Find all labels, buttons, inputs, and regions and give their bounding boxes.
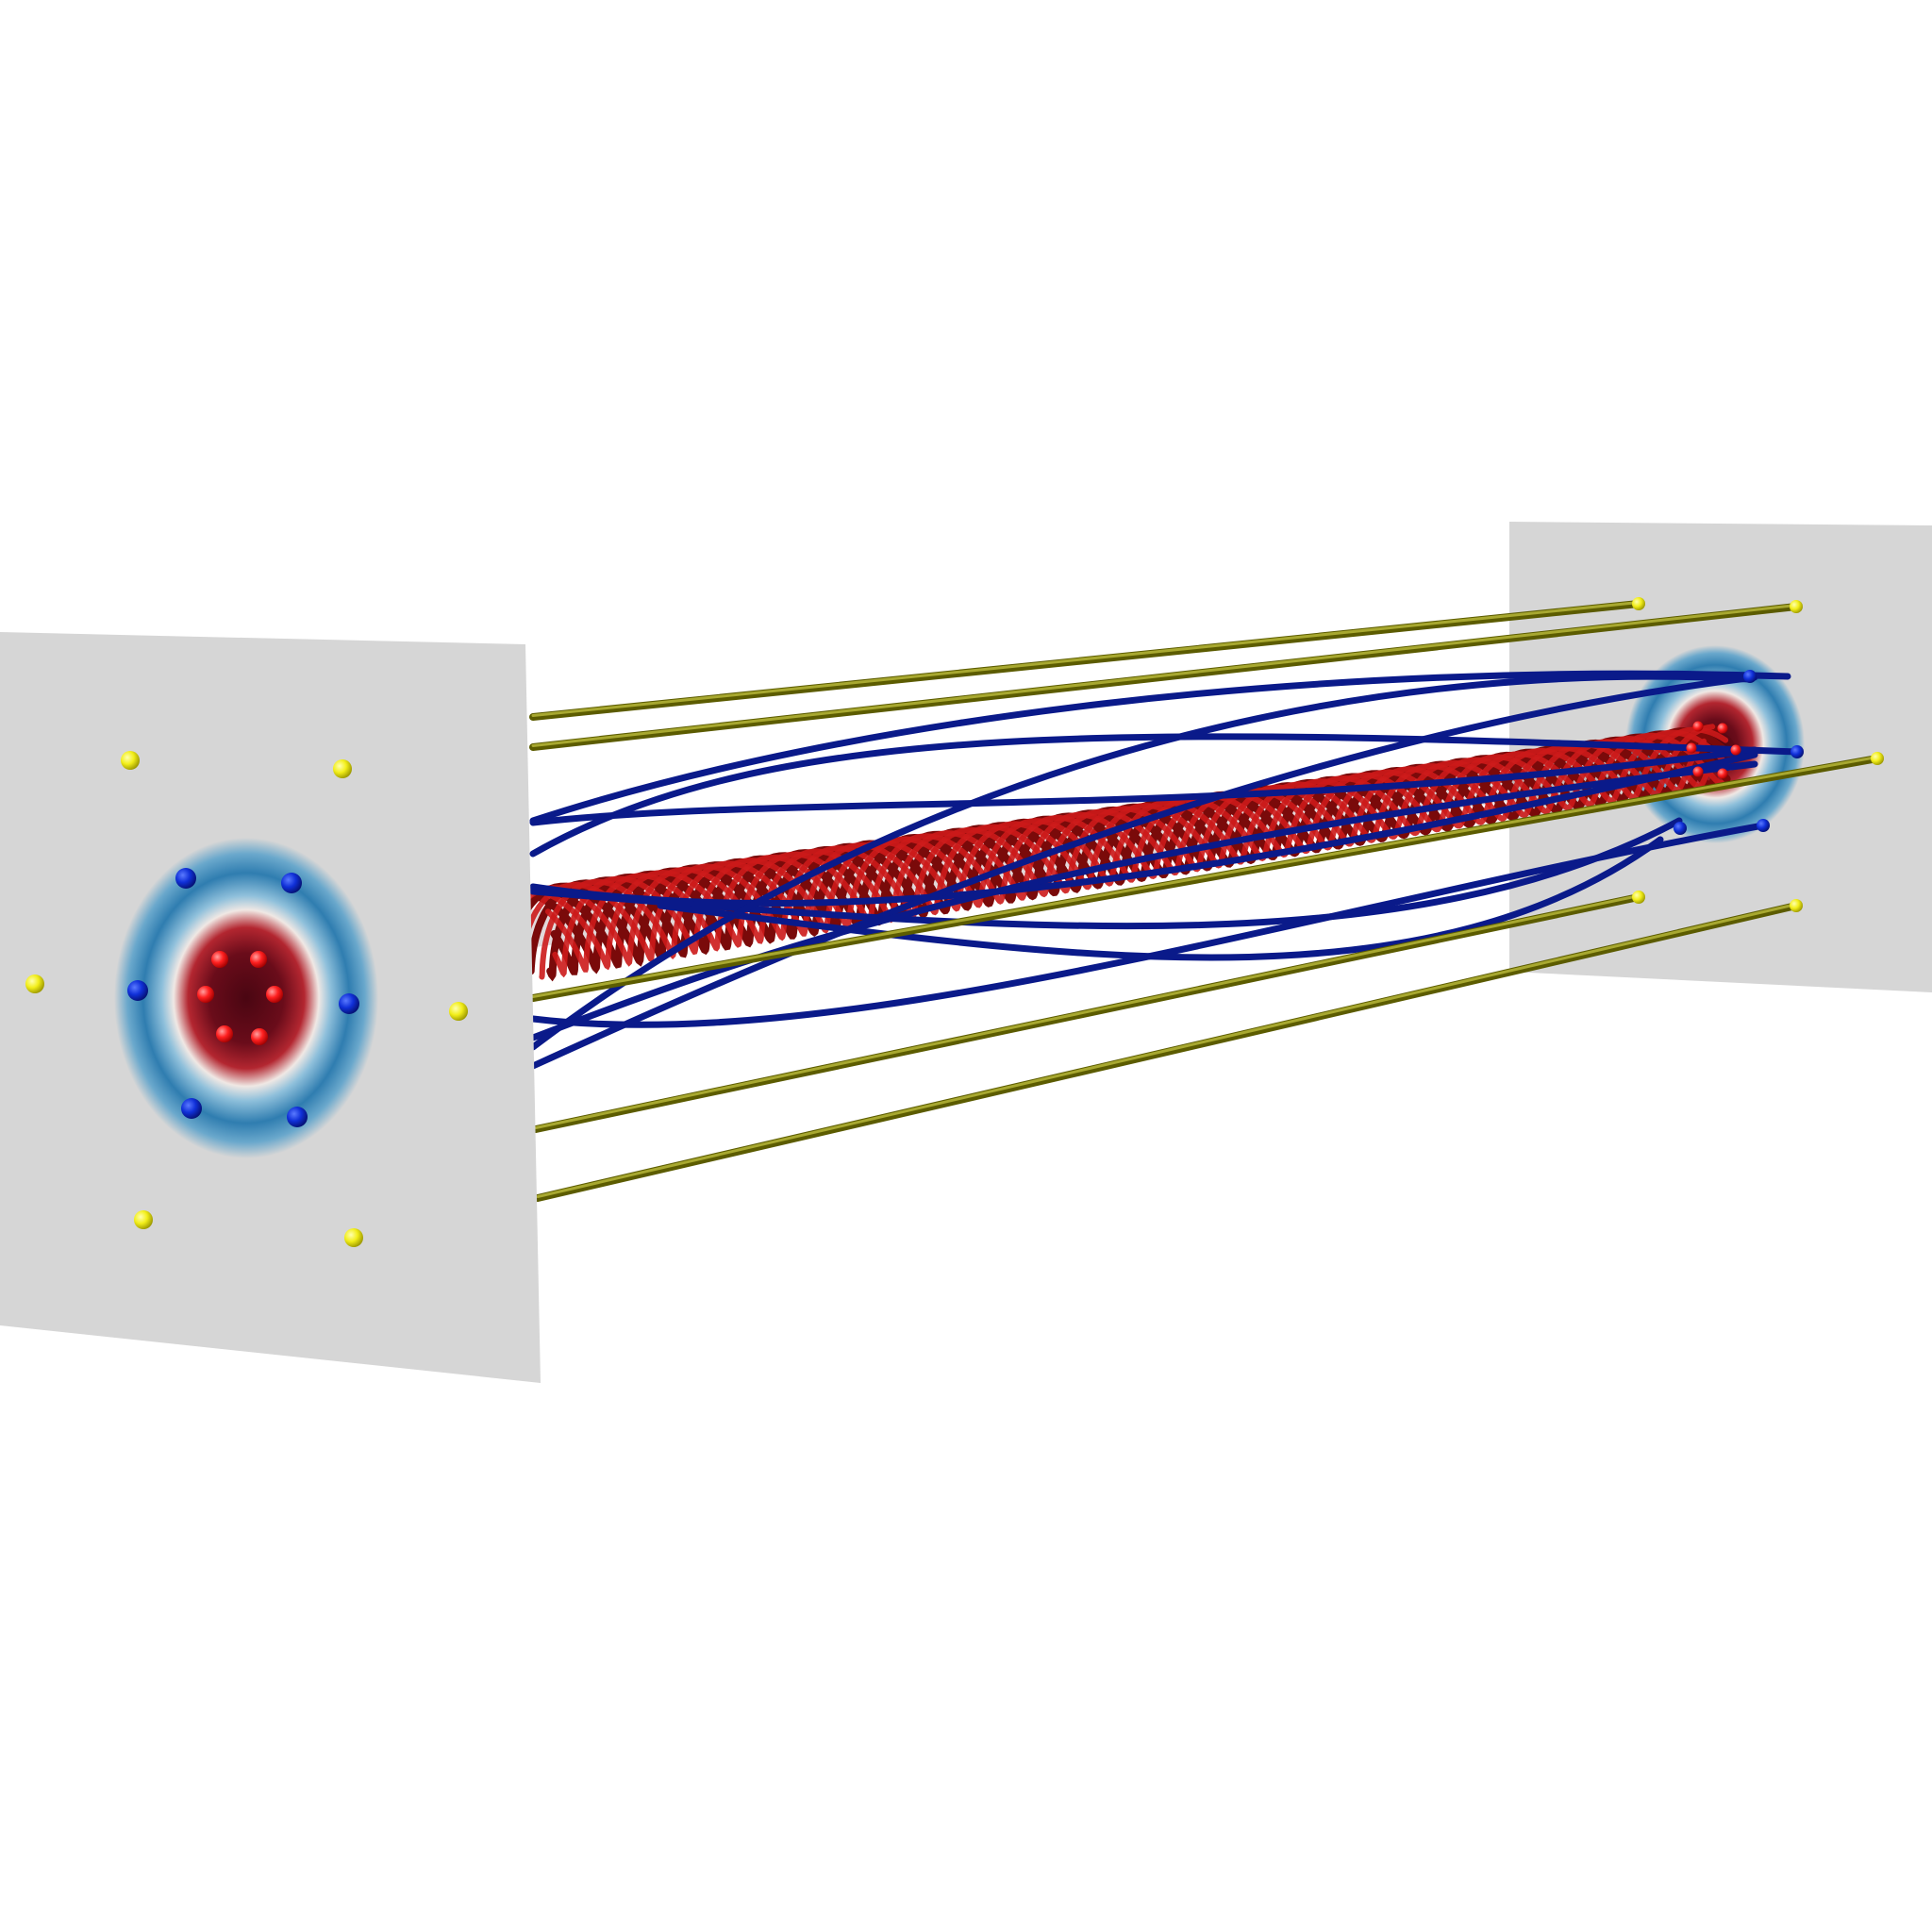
yellow-dot [25, 974, 44, 993]
olive-line-highlight [536, 903, 1798, 1198]
yellow-dot [449, 1002, 468, 1021]
yellow-dot [1871, 752, 1884, 765]
left-plane-markers [25, 751, 468, 1247]
olive-line-highlight [531, 601, 1641, 717]
red-dot [1692, 766, 1704, 777]
olive-line-highlight [534, 894, 1641, 1129]
blue-line [529, 670, 1791, 824]
blue-line [529, 746, 1758, 826]
olive-straight-lines [529, 600, 1881, 1202]
red-dot [216, 1025, 233, 1042]
red-dot [1717, 768, 1728, 779]
helix-strand [525, 724, 1716, 971]
yellow-dot [1632, 597, 1645, 610]
red-dot [197, 986, 214, 1003]
blue-line [657, 836, 1664, 961]
red-dot [211, 951, 228, 968]
blue-dot [339, 993, 359, 1014]
yellow-dot [1790, 899, 1803, 912]
blue-dot [127, 980, 148, 1001]
blue-line [529, 674, 1758, 1070]
red-dot [1730, 744, 1741, 756]
blue-dot [281, 873, 302, 893]
blue-line [529, 822, 1767, 1028]
yellow-dot [121, 751, 140, 770]
blue-dot [1757, 819, 1770, 832]
blue-line [529, 673, 1754, 1051]
blue-dot [175, 868, 196, 889]
blue-vortex-lines [529, 670, 1801, 1070]
olive-line-highlight [531, 604, 1798, 747]
red-dot [1692, 721, 1704, 732]
blue-line [529, 760, 1758, 1041]
red-dot [250, 951, 267, 968]
right-plane-markers [1632, 597, 1884, 912]
red-dot [1717, 723, 1728, 734]
left-plane [0, 632, 541, 1383]
red-dot [266, 986, 283, 1003]
helix-strand [539, 732, 1724, 980]
yellow-dot [333, 759, 352, 778]
left-plane-vortex-field [114, 838, 378, 1158]
blue-dot [1790, 745, 1804, 758]
blue-dot [181, 1098, 202, 1119]
yellow-dot [1790, 600, 1803, 613]
yellow-dot [1632, 891, 1645, 904]
yellow-dot [134, 1210, 153, 1229]
red-dot [1686, 742, 1697, 754]
red-dot [251, 1028, 268, 1045]
blue-dot [1674, 822, 1687, 835]
yellow-dot [344, 1228, 363, 1247]
blue-dot [287, 1107, 308, 1127]
blue-dot [1743, 670, 1757, 683]
blue-line [529, 733, 1801, 858]
olive-line-highlight [531, 756, 1879, 998]
